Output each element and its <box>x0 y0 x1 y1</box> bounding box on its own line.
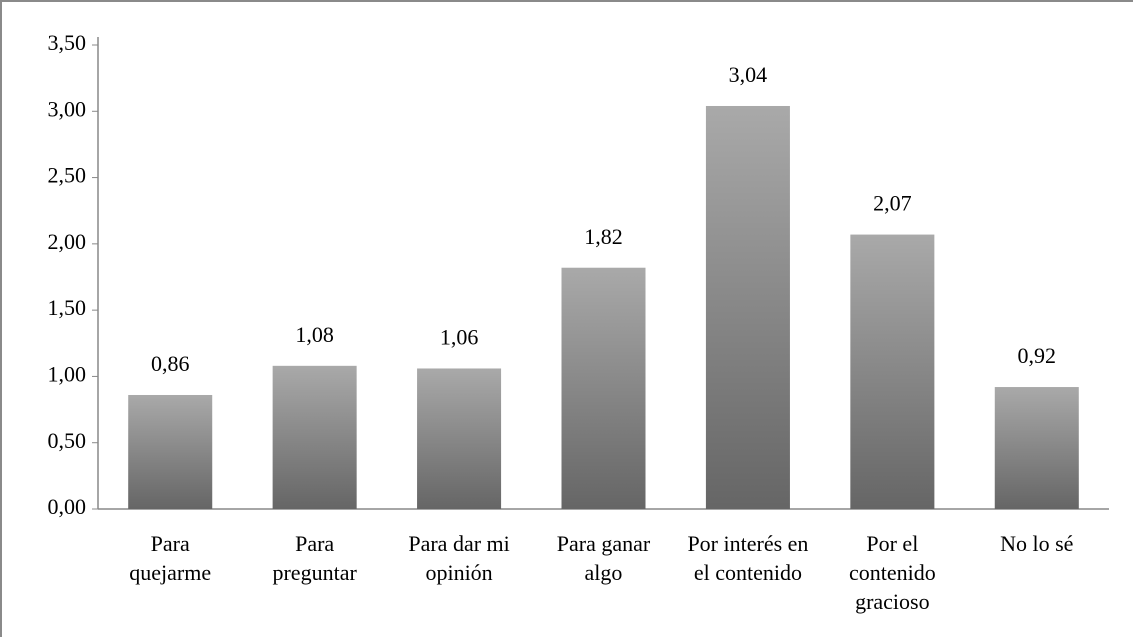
y-tick-label: 2,50 <box>48 163 87 188</box>
x-tick-label: Para dar mi opinión <box>408 531 509 585</box>
x-tick-label: Por interés en el contenido <box>687 531 808 585</box>
value-label: 1,82 <box>584 224 623 249</box>
y-tick-label: 3,50 <box>48 30 87 55</box>
y-tick-label: 3,00 <box>48 96 87 121</box>
y-tick-label: 0,50 <box>48 428 87 453</box>
value-label: 1,06 <box>440 325 479 350</box>
bar-shade <box>272 365 357 509</box>
value-label: 3,04 <box>729 62 768 87</box>
x-tick-label: Para quejarme <box>129 531 211 585</box>
y-tick-label: 1,50 <box>48 295 87 320</box>
value-label: 0,86 <box>151 351 190 376</box>
x-tick-label: Por el contenido gracioso <box>849 531 936 614</box>
bar-shade <box>705 105 790 510</box>
bar-shade <box>850 234 935 509</box>
y-tick-label: 1,00 <box>48 361 87 386</box>
y-tick-label: 0,00 <box>48 494 87 519</box>
value-label: 1,08 <box>295 322 334 347</box>
bar-shade <box>994 387 1079 509</box>
x-tick-label: No lo sé <box>1000 531 1073 556</box>
y-tick-label: 2,00 <box>48 229 87 254</box>
value-label: 2,07 <box>873 191 912 216</box>
x-tick-label: Para preguntar <box>272 531 357 585</box>
x-tick-label: Para ganar algo <box>557 531 651 585</box>
bar-shade <box>128 394 213 509</box>
bar-shade <box>561 267 646 509</box>
bar-shade <box>417 368 502 509</box>
value-label: 0,92 <box>1018 343 1057 368</box>
